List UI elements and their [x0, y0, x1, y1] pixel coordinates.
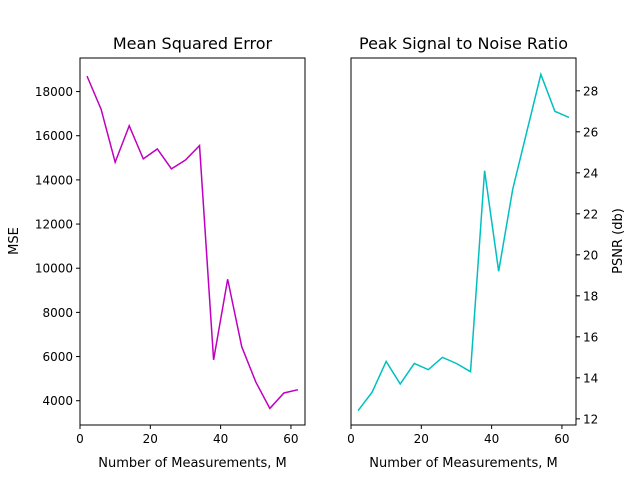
- psnr-chart: Peak Signal to Noise Ratio 0 20 40 60 12141…: [347, 34, 626, 471]
- mse-y-tick-label: 16000: [35, 129, 73, 143]
- mse-y-tick-label: 6000: [42, 350, 73, 364]
- psnr-series-line: [357, 71, 570, 412]
- mse-y-tick-label: 8000: [42, 306, 73, 320]
- psnr-y-tick-label: 28: [583, 84, 598, 98]
- psnr-y-ticks: 12 14 16 18 20 22 24 26 28: [576, 84, 598, 426]
- mse-y-ticks: 4000 6000 8000 10000 12000 14000 16000 18000: [35, 85, 80, 408]
- mse-y-tick-label: 12000: [35, 218, 73, 232]
- psnr-chart-title: Peak Signal to Noise Ratio: [359, 34, 568, 53]
- mse-y-tick-label: 18000: [35, 85, 73, 99]
- psnr-y-tick-label: 24: [583, 166, 598, 180]
- psnr-x-tick-label: 40: [484, 432, 499, 446]
- psnr-y-axis-label: PSNR (db): [611, 208, 626, 274]
- psnr-x-tick-label: 0: [347, 432, 355, 446]
- mse-y-axis-label: MSE: [7, 227, 22, 255]
- psnr-y-tick-label: 26: [583, 125, 598, 139]
- psnr-y-tick-label: 22: [583, 207, 598, 221]
- psnr-y-tick-label: 20: [583, 248, 598, 262]
- psnr-y-tick-label: 12: [583, 412, 598, 426]
- mse-x-ticks: 0 20 40 60: [76, 425, 299, 446]
- psnr-y-tick-label: 18: [583, 289, 598, 303]
- psnr-y-tick-label: 16: [583, 330, 598, 344]
- psnr-y-tick-label: 14: [583, 371, 598, 385]
- mse-x-tick-label: 0: [76, 432, 84, 446]
- mse-chart-title: Mean Squared Error: [113, 34, 273, 53]
- psnr-x-axis-label: Number of Measurements, M: [369, 456, 558, 471]
- mse-series-line: [86, 75, 299, 410]
- mse-x-tick-label: 20: [143, 432, 158, 446]
- psnr-x-ticks: 0 20 40 60: [347, 425, 570, 446]
- mse-y-tick-label: 10000: [35, 262, 73, 276]
- mse-y-tick-label: 4000: [42, 394, 73, 408]
- mse-x-tick-label: 40: [213, 432, 228, 446]
- mse-chart: Mean Squared Error 0 20 40 60 4000 6000 8000 1…: [7, 34, 306, 471]
- psnr-x-tick-label: 60: [554, 432, 569, 446]
- mse-plot-frame: [79, 57, 306, 426]
- mse-y-tick-label: 14000: [35, 173, 73, 187]
- psnr-plot-frame: [350, 57, 577, 426]
- mse-x-axis-label: Number of Measurements, M: [98, 456, 287, 471]
- mse-x-tick-label: 60: [283, 432, 298, 446]
- psnr-x-tick-label: 20: [414, 432, 429, 446]
